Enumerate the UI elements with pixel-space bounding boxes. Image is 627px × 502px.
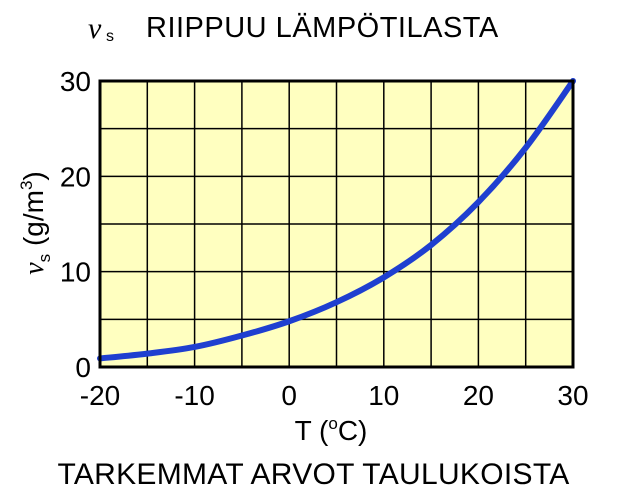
y-tick-label: 20: [60, 161, 91, 192]
x-tick-label: 30: [557, 380, 588, 411]
title-text: RIIPPUU LÄMPÖTILASTA: [146, 12, 499, 44]
y-axis-label: νs (g/m3): [17, 171, 54, 275]
series-line: [97, 78, 576, 362]
grid-lines: [99, 80, 574, 368]
y-tick-label: 30: [60, 66, 91, 97]
x-tick-label: -10: [174, 380, 214, 411]
x-tick-label: -20: [80, 380, 120, 411]
svg-text:T (oC): T (oC): [295, 414, 368, 446]
x-axis-label: T (oC): [295, 414, 368, 446]
title-subscript: s: [106, 28, 114, 45]
plot-frame: [98, 79, 575, 369]
y-tick-label: 0: [75, 352, 91, 383]
x-tick-label: 10: [368, 380, 399, 411]
x-tick-label: 0: [281, 380, 297, 411]
tick-labels: -20 -10 0 10 20 30 0 10 20 30: [60, 66, 589, 411]
x-tick-label: 20: [463, 380, 494, 411]
chart-title: ν s RIIPPUU LÄMPÖTILASTA: [0, 6, 627, 46]
y-tick-label: 10: [60, 257, 91, 288]
title-symbol: ν: [88, 12, 102, 45]
footer-note: TARKEMMAT ARVOT TAULUKOISTA: [57, 458, 570, 491]
svg-text:νs (g/m3): νs (g/m3): [17, 171, 54, 275]
